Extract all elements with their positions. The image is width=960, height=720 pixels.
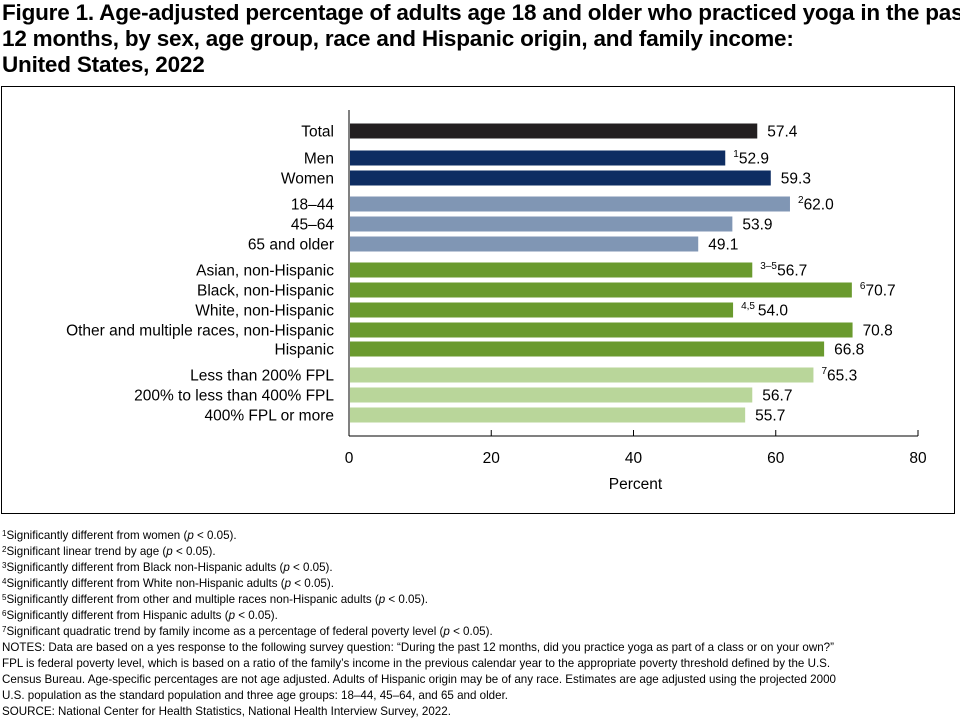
category-labels: Total Men Women 18–44 45–64 65 and older Asian… xyxy=(66,124,334,425)
x-tick-label: 40 xyxy=(625,450,643,467)
category-label: 200% to less than 400% FPL xyxy=(134,388,334,405)
category-label: Asian, non-Hispanic xyxy=(196,263,334,280)
category-label: Total xyxy=(301,124,334,141)
title-line-3: United States, 2022 xyxy=(2,52,205,77)
x-tick-label: 20 xyxy=(483,450,501,467)
value-label: 56.7 xyxy=(777,263,807,280)
value-superscript: 2 xyxy=(798,195,804,206)
notes-line: U.S. population as the standard populati… xyxy=(2,689,509,702)
value-superscript: 1 xyxy=(733,149,739,160)
x-axis: 0 20 40 60 80 Percent xyxy=(345,110,927,493)
value-superscript: 7 xyxy=(821,366,827,377)
value-label: 57.4 xyxy=(767,124,798,141)
category-label: Black, non-Hispanic xyxy=(197,283,334,300)
source-text: SOURCE: National Center for Health Stati… xyxy=(2,705,451,718)
title-line-1: Figure 1. Age-adjusted percentage of adu… xyxy=(2,0,960,25)
bar xyxy=(350,123,758,139)
value-superscript: 6 xyxy=(860,281,866,292)
notes-text: NOTES: Data are based on a yes response … xyxy=(2,640,954,704)
value-label: 55.7 xyxy=(755,408,785,425)
footnote: 2Significant linear trend by age (p < 0.… xyxy=(2,545,216,558)
value-label: 62.0 xyxy=(804,197,835,214)
category-label: Hispanic xyxy=(275,342,335,359)
value-label: 52.9 xyxy=(739,151,769,168)
footnote: 6Significantly different from Hispanic a… xyxy=(2,609,278,622)
category-label: White, non-Hispanic xyxy=(195,303,334,320)
bar xyxy=(350,262,753,278)
footnote-marker: 6 xyxy=(2,609,7,618)
title-line-2: 12 months, by sex, age group, race and H… xyxy=(2,26,794,51)
value-label: 49.1 xyxy=(708,237,738,254)
footnote: 4Significantly different from White non-… xyxy=(2,577,334,590)
bar xyxy=(350,341,825,357)
x-tick-label: 0 xyxy=(345,450,354,467)
footnote-marker: 4 xyxy=(2,577,7,586)
footnote: 7Significant quadratic trend by family i… xyxy=(2,625,493,638)
value-labels: 57.41 52.959.32 62.053.949.13–5 56.76 70.74,… xyxy=(708,124,895,425)
bars xyxy=(350,123,853,423)
notes-section: 1Significantly different from women (p <… xyxy=(2,528,954,720)
chart-frame xyxy=(1,86,955,514)
value-superscript: 3–5 xyxy=(760,261,777,272)
value-label: 70.8 xyxy=(863,323,893,340)
value-superscript: 4,5 xyxy=(741,301,755,312)
value-label: 53.9 xyxy=(742,217,772,234)
value-label: 65.3 xyxy=(827,368,857,385)
bar xyxy=(350,236,699,252)
value-label: 66.8 xyxy=(834,342,864,359)
notes-line: Census Bureau. Age-specific percentages … xyxy=(2,673,836,686)
category-label: Women xyxy=(281,171,334,188)
category-label: 45–64 xyxy=(291,217,334,234)
x-tick-label: 80 xyxy=(909,450,927,467)
bar xyxy=(350,150,726,166)
bar xyxy=(350,170,771,186)
footnote: 5Significantly different from other and … xyxy=(2,593,429,606)
x-axis-title: Percent xyxy=(609,476,663,493)
bar xyxy=(350,216,733,232)
bar xyxy=(350,407,746,423)
category-label: 18–44 xyxy=(291,197,334,214)
category-label: Less than 200% FPL xyxy=(190,368,334,385)
footnote-marker: 1 xyxy=(2,529,7,538)
footnote-marker: 5 xyxy=(2,593,7,602)
category-label: 400% FPL or more xyxy=(204,408,334,425)
value-label: 59.3 xyxy=(781,171,811,188)
bar xyxy=(350,196,790,212)
bar xyxy=(350,282,852,298)
category-label: 65 and older xyxy=(248,237,334,254)
footnote: 1Significantly different from women (p <… xyxy=(2,529,237,542)
footnote-marker: 7 xyxy=(2,625,7,634)
footnote-marker: 2 xyxy=(2,545,7,554)
footnotes: 1Significantly different from women (p <… xyxy=(2,528,954,640)
category-label: Men xyxy=(304,151,334,168)
x-tick-label: 60 xyxy=(767,450,785,467)
bar xyxy=(350,367,814,383)
bar xyxy=(350,387,753,403)
figure-title: Figure 1. Age-adjusted percentage of adu… xyxy=(2,0,960,78)
value-label: 54.0 xyxy=(758,303,789,320)
footnote-marker: 3 xyxy=(2,561,7,570)
bar xyxy=(350,302,734,318)
category-label: Other and multiple races, non-Hispanic xyxy=(66,323,334,340)
notes-line: NOTES: Data are based on a yes response … xyxy=(2,641,834,654)
value-label: 56.7 xyxy=(762,388,792,405)
notes-line: FPL is federal poverty level, which is b… xyxy=(2,657,831,670)
bar xyxy=(350,322,853,338)
footnote: 3Significantly different from Black non-… xyxy=(2,561,333,574)
value-label: 70.7 xyxy=(865,283,895,300)
